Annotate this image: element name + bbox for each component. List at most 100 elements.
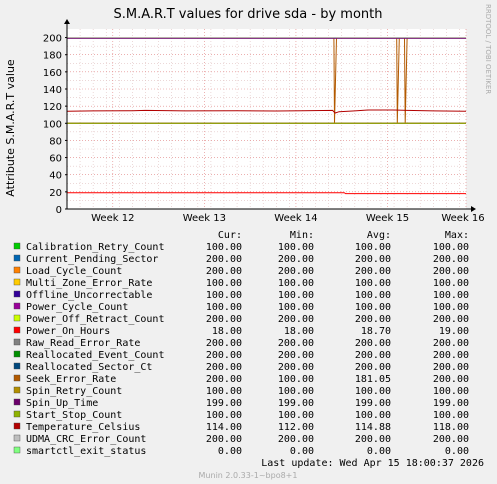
legend-value-cur: 0.00 bbox=[218, 446, 242, 457]
legend-label: Spin_Up_Time bbox=[26, 398, 98, 409]
legend-value-cur: 200.00 bbox=[206, 266, 242, 277]
legend-value-avg: 100.00 bbox=[355, 278, 391, 289]
last-update: Last update: Wed Apr 15 18:00:37 2026 bbox=[261, 458, 484, 469]
legend-value-min: 100.00 bbox=[278, 386, 314, 397]
legend-value-max: 200.00 bbox=[433, 362, 469, 373]
legend-value-min: 100.00 bbox=[278, 278, 314, 289]
y-tick-label: 100 bbox=[43, 119, 62, 130]
legend-value-cur: 199.00 bbox=[206, 398, 242, 409]
legend-swatch bbox=[13, 314, 21, 322]
legend-value-avg: 200.00 bbox=[355, 362, 391, 373]
legend-value-avg: 200.00 bbox=[355, 314, 391, 325]
legend-value-avg: 100.00 bbox=[355, 290, 391, 301]
legend-value-avg: 0.00 bbox=[367, 446, 391, 457]
legend-label: Reallocated_Sector_Ct bbox=[26, 362, 152, 373]
chart-title: S.M.A.R.T values for drive sda - by mont… bbox=[114, 7, 383, 22]
y-tick-label: 140 bbox=[43, 85, 62, 96]
legend-label: Spin_Retry_Count bbox=[26, 386, 122, 397]
legend-value-min: 100.00 bbox=[278, 374, 314, 385]
x-axis-arrow bbox=[471, 206, 476, 212]
legend-swatch bbox=[13, 398, 21, 406]
legend-label: Current_Pending_Sector bbox=[26, 254, 158, 265]
x-tick-label: Week 14 bbox=[274, 213, 317, 224]
legend-swatch bbox=[13, 302, 21, 310]
legend-value-max: 200.00 bbox=[433, 338, 469, 349]
series-line-temperature-celsius bbox=[66, 109, 467, 114]
legend-value-max: 200.00 bbox=[433, 434, 469, 445]
y-tick-label: 0 bbox=[56, 205, 62, 216]
legend-label: UDMA_CRC_Error_Count bbox=[26, 434, 146, 445]
legend-value-max: 200.00 bbox=[433, 254, 469, 265]
legend: Cur: Min: Avg: Max: Calibration_Retry_Co… bbox=[13, 230, 469, 457]
legend-value-min: 200.00 bbox=[278, 350, 314, 361]
legend-value-max: 0.00 bbox=[445, 446, 469, 457]
legend-value-cur: 114.00 bbox=[206, 422, 242, 433]
legend-value-max: 100.00 bbox=[433, 290, 469, 301]
legend-value-avg: 200.00 bbox=[355, 266, 391, 277]
x-tick-label: Week 15 bbox=[366, 213, 409, 224]
legend-value-max: 100.00 bbox=[433, 386, 469, 397]
legend-swatch bbox=[13, 326, 21, 334]
legend-swatch bbox=[13, 278, 21, 286]
legend-value-cur: 100.00 bbox=[206, 410, 242, 421]
legend-swatch bbox=[13, 350, 21, 358]
legend-value-avg: 100.00 bbox=[355, 410, 391, 421]
legend-value-max: 100.00 bbox=[433, 302, 469, 313]
legend-value-cur: 100.00 bbox=[206, 278, 242, 289]
y-tick-label: 120 bbox=[43, 102, 62, 113]
legend-value-max: 19.00 bbox=[439, 326, 469, 337]
minor-grid bbox=[66, 29, 466, 209]
x-tick-labels: Week 12 Week 13 Week 14 Week 15 Week 16 bbox=[91, 213, 485, 224]
legend-value-avg: 200.00 bbox=[355, 350, 391, 361]
legend-value-min: 199.00 bbox=[278, 398, 314, 409]
legend-value-cur: 200.00 bbox=[206, 362, 242, 373]
legend-value-cur: 100.00 bbox=[206, 242, 242, 253]
rrdtool-watermark: RRDTOOL / TOBI OETIKER bbox=[484, 4, 492, 94]
legend-value-avg: 100.00 bbox=[355, 242, 391, 253]
legend-label: Raw_Read_Error_Rate bbox=[26, 338, 140, 349]
legend-value-min: 0.00 bbox=[290, 446, 314, 457]
legend-value-avg: 200.00 bbox=[355, 338, 391, 349]
legend-label: Seek_Error_Rate bbox=[26, 374, 116, 385]
legend-value-max: 118.00 bbox=[433, 422, 469, 433]
legend-value-max: 200.00 bbox=[433, 314, 469, 325]
legend-value-max: 200.00 bbox=[433, 350, 469, 361]
legend-label: Multi_Zone_Error_Rate bbox=[26, 278, 152, 289]
y-tick-label: 180 bbox=[43, 51, 62, 62]
legend-swatch bbox=[13, 434, 21, 442]
legend-value-min: 200.00 bbox=[278, 314, 314, 325]
legend-value-cur: 200.00 bbox=[206, 338, 242, 349]
legend-label: Calibration_Retry_Count bbox=[26, 242, 164, 253]
legend-swatch bbox=[13, 422, 21, 430]
legend-value-min: 200.00 bbox=[278, 338, 314, 349]
legend-value-cur: 200.00 bbox=[206, 254, 242, 265]
x-tick-label: Week 13 bbox=[183, 213, 226, 224]
legend-header-cur: Cur: bbox=[218, 230, 242, 241]
legend-label: Load_Cycle_Count bbox=[26, 266, 122, 277]
y-axis-label: Attribute S.M.A.R.T value bbox=[4, 59, 17, 197]
legend-value-max: 100.00 bbox=[433, 242, 469, 253]
legend-value-cur: 100.00 bbox=[206, 290, 242, 301]
legend-swatch bbox=[13, 254, 21, 262]
legend-label: smartctl_exit_status bbox=[26, 446, 146, 457]
legend-swatch bbox=[13, 290, 21, 298]
x-tick-label: Week 16 bbox=[441, 213, 484, 224]
legend-value-min: 18.00 bbox=[284, 326, 314, 337]
y-tick-label: 40 bbox=[49, 171, 62, 182]
legend-label: Temperature_Celsius bbox=[26, 422, 140, 433]
y-tick-label: 20 bbox=[49, 188, 62, 199]
legend-value-avg: 100.00 bbox=[355, 386, 391, 397]
legend-swatch bbox=[13, 338, 21, 346]
y-tick-label: 160 bbox=[43, 68, 62, 79]
legend-swatch bbox=[13, 386, 21, 394]
legend-value-avg: 200.00 bbox=[355, 434, 391, 445]
legend-value-max: 200.00 bbox=[433, 374, 469, 385]
y-tick-labels: 0 20 40 60 80 100 120 140 160 180 200 bbox=[43, 34, 67, 216]
legend-value-cur: 200.00 bbox=[206, 350, 242, 361]
legend-swatch bbox=[13, 362, 21, 370]
legend-value-min: 100.00 bbox=[278, 302, 314, 313]
legend-value-min: 200.00 bbox=[278, 254, 314, 265]
legend-swatch bbox=[13, 242, 21, 250]
